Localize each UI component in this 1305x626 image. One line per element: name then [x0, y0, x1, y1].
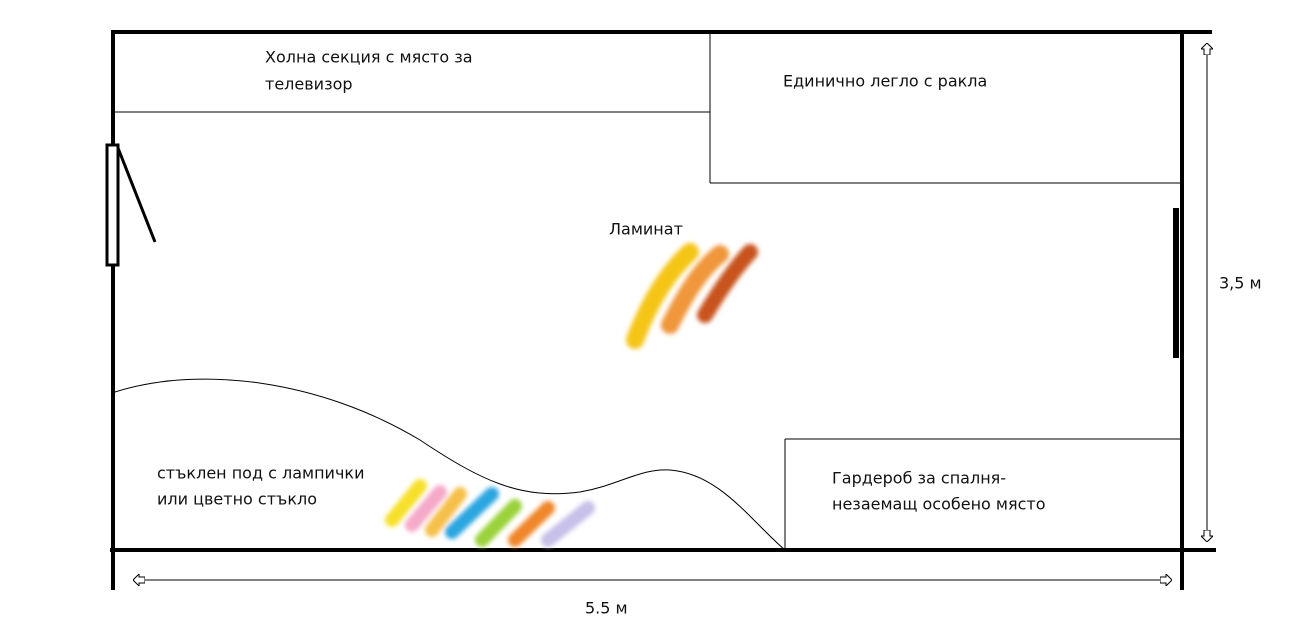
walls [110, 30, 1216, 590]
furniture-lines [114, 32, 1180, 551]
wardrobe-label: Гардероб за спалня- [832, 469, 1006, 488]
laminate-label: Ламинат [609, 220, 683, 239]
glass-label: стъклен под с лампички [157, 464, 364, 483]
wardrobe-label: незаемащ особено място [832, 495, 1046, 514]
labels: Холна секция с място за телевизор Единич… [157, 48, 1262, 618]
door [105, 143, 157, 267]
dimension-arrows [135, 45, 1207, 580]
bed-label: Единично легло с ракла [783, 72, 987, 91]
laminate-swatches [626, 243, 758, 349]
tv-label: телевизор [265, 75, 353, 94]
glass-swatches [385, 479, 595, 547]
width-label: 5.5 м [585, 599, 628, 618]
glass-label: или цветно стъкло [157, 490, 317, 509]
height-label: 3,5 м [1219, 274, 1262, 293]
tv-label: Холна секция с място за [265, 48, 473, 67]
